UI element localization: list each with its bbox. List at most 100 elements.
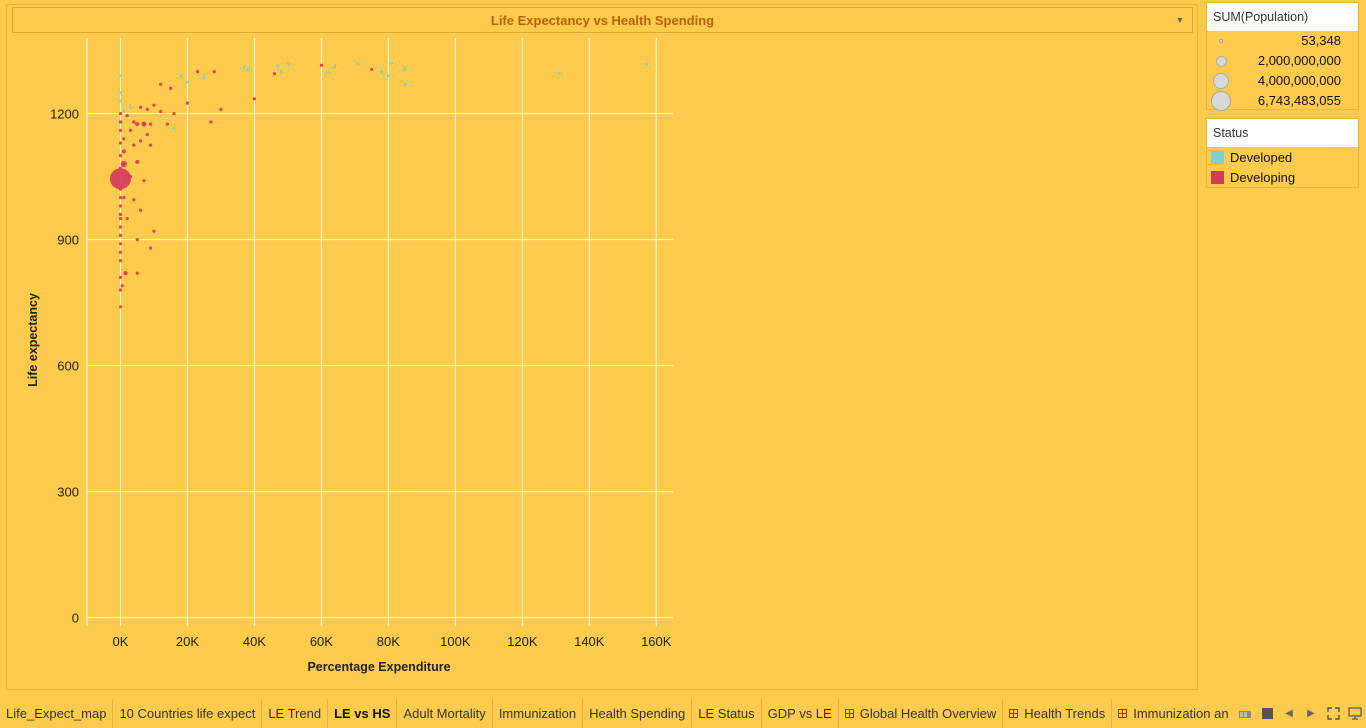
data-point-developed[interactable] — [356, 61, 360, 65]
data-point-developing[interactable] — [219, 107, 223, 111]
data-point-developing[interactable] — [128, 175, 133, 179]
data-point-developed[interactable] — [380, 70, 384, 74]
data-point-developing[interactable] — [172, 112, 176, 116]
data-point-developing[interactable] — [120, 160, 127, 168]
data-point-developing[interactable] — [118, 212, 123, 216]
data-point-developing[interactable] — [135, 271, 139, 275]
data-point-developing[interactable] — [169, 86, 173, 90]
data-point-developed[interactable] — [179, 74, 183, 78]
data-point-developing[interactable] — [118, 204, 123, 208]
scroll-left-icon[interactable]: ◀ — [1285, 708, 1293, 719]
data-point-developed[interactable] — [644, 62, 648, 66]
tab-immunization[interactable]: Immunization — [493, 699, 584, 728]
data-point-developing[interactable] — [132, 143, 136, 147]
data-point-developing[interactable] — [165, 122, 169, 126]
data-point-developing[interactable] — [122, 196, 126, 200]
data-point-developing[interactable] — [141, 121, 147, 127]
data-point-developing[interactable] — [125, 114, 129, 118]
data-point-developing[interactable] — [118, 259, 123, 263]
data-point-developing[interactable] — [152, 103, 156, 107]
tab-health-spending[interactable]: Health Spending — [583, 699, 693, 728]
data-point-developing[interactable] — [118, 120, 123, 124]
data-point-developed[interactable] — [185, 80, 190, 84]
data-point-developed[interactable] — [118, 74, 123, 78]
data-point-developing[interactable] — [118, 233, 123, 237]
data-point-developing[interactable] — [118, 305, 123, 309]
data-point-developed[interactable] — [118, 99, 123, 103]
data-point-developing[interactable] — [145, 107, 149, 111]
data-point-developed[interactable] — [333, 65, 337, 69]
data-point-developing[interactable] — [118, 288, 123, 292]
data-point-developing[interactable] — [118, 166, 123, 170]
data-point-developing[interactable] — [118, 154, 123, 158]
data-point-developing[interactable] — [370, 67, 374, 72]
data-point-developing[interactable] — [118, 128, 123, 132]
chevron-down-icon[interactable]: ▼ — [1175, 15, 1185, 25]
data-point-developing[interactable] — [135, 159, 140, 164]
data-point-developed[interactable] — [118, 91, 123, 95]
data-point-developing[interactable] — [142, 179, 146, 183]
tab-global-health-overview[interactable]: Global Health Overview — [839, 699, 1004, 728]
tab-health-trends[interactable]: Health Trends — [1003, 699, 1113, 728]
data-point-developing[interactable] — [121, 149, 126, 154]
data-point-developing[interactable] — [118, 225, 123, 229]
data-point-developing[interactable] — [118, 275, 123, 279]
data-point-developed[interactable] — [128, 105, 133, 109]
data-point-developing[interactable] — [120, 284, 124, 288]
data-point-developing[interactable] — [209, 120, 213, 124]
data-point-developing[interactable] — [135, 122, 140, 127]
data-point-developing[interactable] — [122, 137, 126, 141]
data-point-developed[interactable] — [279, 70, 283, 74]
data-point-developing[interactable] — [109, 168, 131, 190]
data-point-developing[interactable] — [138, 139, 143, 143]
tab-adult-mortality[interactable]: Adult Mortality — [397, 699, 493, 728]
tab-le-vs-hs[interactable]: LE vs HS — [328, 699, 398, 728]
sheet-sorter-icon[interactable] — [1260, 707, 1274, 721]
data-point-developed[interactable] — [390, 61, 394, 65]
data-point-developing[interactable] — [135, 238, 139, 242]
data-point-developing[interactable] — [118, 250, 123, 254]
data-point-developed[interactable] — [286, 62, 290, 66]
data-point-developing[interactable] — [159, 109, 163, 114]
scroll-right-icon[interactable]: ▶ — [1307, 708, 1315, 719]
data-point-developing[interactable] — [252, 97, 257, 101]
data-point-developed[interactable] — [386, 74, 390, 78]
data-point-developed[interactable] — [326, 70, 330, 75]
data-point-developing[interactable] — [212, 70, 216, 74]
data-point-developing[interactable] — [159, 82, 163, 86]
tab-10-countries-life-expect[interactable]: 10 Countries life expect — [113, 699, 263, 728]
data-point-developed[interactable] — [246, 67, 250, 72]
data-point-developing[interactable] — [118, 141, 123, 145]
data-point-developed[interactable] — [403, 82, 407, 86]
data-point-developed[interactable] — [242, 65, 246, 69]
data-point-developed[interactable] — [276, 64, 280, 68]
color-legend-item-developed[interactable]: Developed — [1207, 147, 1358, 167]
data-point-developing[interactable] — [123, 270, 128, 276]
color-legend-item-developing[interactable]: Developing — [1207, 167, 1358, 187]
data-point-developing[interactable] — [149, 122, 153, 126]
data-point-developing[interactable] — [118, 217, 123, 221]
data-point-developing[interactable] — [118, 187, 123, 191]
tab-life-expect-map[interactable]: Life_Expect_map — [0, 699, 114, 728]
data-point-developing[interactable] — [138, 105, 143, 109]
data-point-developing[interactable] — [185, 101, 190, 105]
data-point-developing[interactable] — [149, 143, 153, 147]
tab-gdp-vs-le[interactable]: GDP vs LE — [762, 699, 839, 728]
data-point-developed[interactable] — [202, 76, 206, 80]
data-point-developing[interactable] — [319, 63, 323, 67]
data-point-developing[interactable] — [128, 128, 133, 132]
fullscreen-icon[interactable] — [1326, 707, 1340, 721]
data-point-developed[interactable] — [122, 109, 126, 114]
presentation-mode-icon[interactable] — [1348, 707, 1362, 721]
filmstrip-view-icon[interactable] — [1238, 707, 1252, 721]
data-point-developed[interactable] — [172, 126, 176, 130]
data-point-developing[interactable] — [138, 208, 143, 212]
tab-le-status[interactable]: LE Status — [692, 699, 762, 728]
tab-immunization-an[interactable]: Immunization an — [1112, 699, 1236, 728]
data-point-developing[interactable] — [195, 70, 200, 74]
data-point-developing[interactable] — [118, 112, 123, 116]
data-point-developing[interactable] — [118, 196, 123, 200]
tab-le-trend[interactable]: LE Trend — [262, 699, 329, 728]
data-point-developing[interactable] — [132, 120, 136, 124]
data-point-developing[interactable] — [132, 198, 136, 202]
